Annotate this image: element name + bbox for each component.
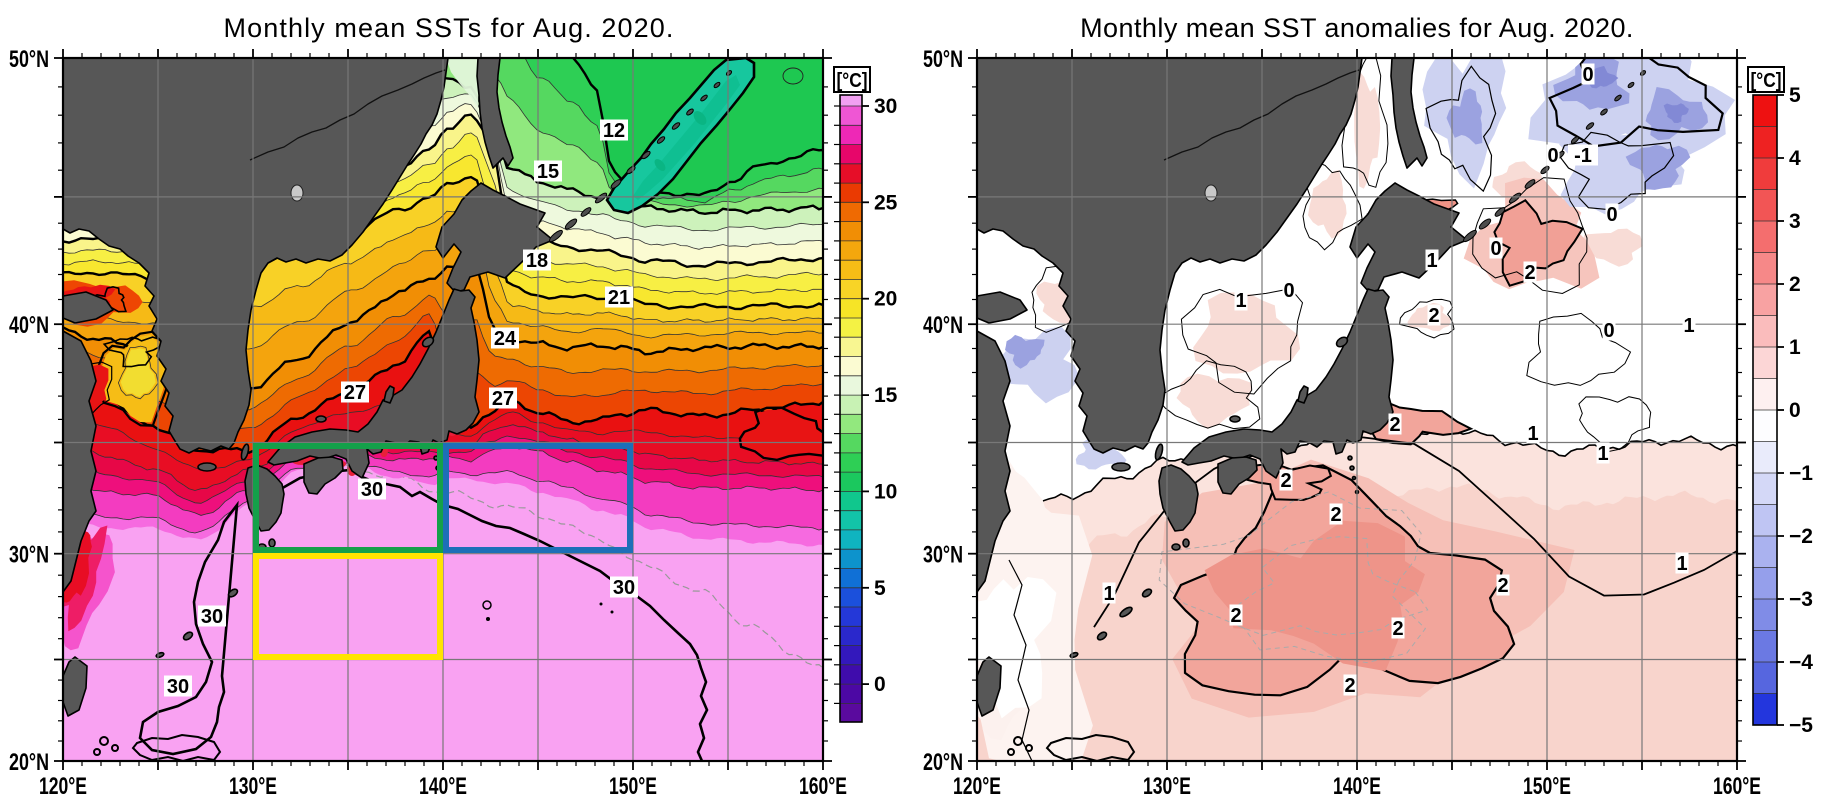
svg-text:0: 0 [1547,145,1558,167]
svg-text:12: 12 [603,120,625,142]
svg-text:Monthly mean SST anomalies for: Monthly mean SST anomalies for Aug. 2020… [1080,13,1634,43]
svg-text:1: 1 [1527,423,1538,445]
svg-text:50°N: 50°N [9,46,49,73]
svg-text:27: 27 [344,382,366,404]
svg-text:30°N: 30°N [923,542,963,569]
svg-text:2: 2 [1392,618,1403,640]
svg-text:2: 2 [1389,414,1400,436]
svg-text:1: 1 [1426,250,1437,272]
svg-text:130°E: 130°E [229,773,277,800]
svg-text:30: 30 [167,676,189,698]
svg-text:5: 5 [1789,84,1801,107]
svg-text:1: 1 [1683,315,1694,337]
svg-text:0: 0 [1490,238,1501,260]
svg-text:0: 0 [1582,64,1593,86]
svg-text:-1: -1 [1574,145,1592,167]
svg-text:0: 0 [1603,320,1614,342]
svg-text:2: 2 [1280,470,1291,492]
svg-text:30: 30 [874,95,897,118]
svg-text:−5: −5 [1789,714,1813,737]
svg-text:40°N: 40°N [9,312,49,339]
svg-text:Monthly mean SSTs for Aug. 202: Monthly mean SSTs for Aug. 2020. [224,13,675,43]
svg-text:−1: −1 [1789,462,1813,485]
svg-text:1: 1 [1789,336,1801,359]
svg-text:50°N: 50°N [923,46,963,73]
svg-text:18: 18 [526,250,548,272]
svg-text:40°N: 40°N [923,312,963,339]
svg-text:25: 25 [874,191,898,214]
svg-text:−2: −2 [1789,525,1813,548]
svg-text:150°E: 150°E [609,773,657,800]
svg-text:2: 2 [1344,675,1355,697]
svg-text:0: 0 [874,673,886,696]
svg-text:1: 1 [1235,290,1246,312]
svg-text:120°E: 120°E [39,773,87,800]
svg-text:0: 0 [1789,399,1801,422]
svg-text:2: 2 [1789,273,1801,296]
svg-text:−4: −4 [1789,651,1813,674]
svg-text:130°E: 130°E [1143,773,1191,800]
svg-text:0: 0 [1283,280,1294,302]
svg-text:30°N: 30°N [9,542,49,569]
svg-text:2: 2 [1330,504,1341,526]
svg-text:[°C]: [°C] [837,70,868,92]
svg-text:4: 4 [1789,147,1801,170]
svg-text:30: 30 [613,577,635,599]
svg-text:2: 2 [1524,262,1535,284]
svg-text:140°E: 140°E [1333,773,1381,800]
svg-text:30: 30 [361,479,383,501]
svg-text:20: 20 [874,288,897,311]
svg-text:10: 10 [874,480,897,503]
svg-text:2: 2 [1230,605,1241,627]
svg-text:160°E: 160°E [1713,773,1761,800]
svg-text:−3: −3 [1789,588,1813,611]
svg-text:30: 30 [201,606,223,628]
svg-text:160°E: 160°E [799,773,847,800]
svg-text:1: 1 [1103,583,1114,605]
svg-text:1: 1 [1676,553,1687,575]
svg-text:1: 1 [1597,443,1608,465]
svg-text:24: 24 [494,328,517,350]
svg-text:3: 3 [1789,210,1801,233]
svg-text:140°E: 140°E [419,773,467,800]
svg-text:2: 2 [1428,305,1439,327]
svg-text:20°N: 20°N [9,749,49,776]
svg-text:150°E: 150°E [1523,773,1571,800]
svg-text:15: 15 [537,161,559,183]
svg-text:27: 27 [492,388,514,410]
svg-text:20°N: 20°N [923,749,963,776]
svg-text:15: 15 [874,384,898,407]
svg-text:21: 21 [608,287,630,309]
svg-text:2: 2 [1497,575,1508,597]
svg-text:0: 0 [1606,204,1617,226]
svg-text:[°C]: [°C] [1751,70,1782,92]
svg-text:5: 5 [874,577,886,600]
svg-text:120°E: 120°E [953,773,1001,800]
